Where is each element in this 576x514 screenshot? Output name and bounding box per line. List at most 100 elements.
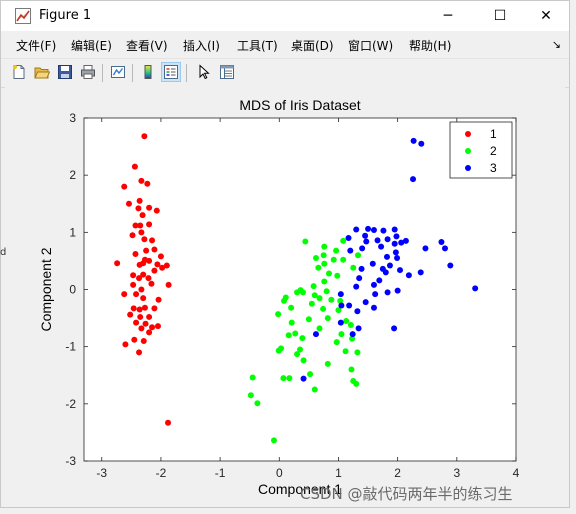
insert-colorbar-button[interactable] (138, 62, 158, 82)
data-point-class-1 (143, 247, 150, 254)
data-point-class-3 (393, 233, 400, 240)
data-point-class-1 (151, 246, 158, 253)
data-point-class-3 (410, 176, 417, 183)
y-tick-label: 2 (69, 168, 76, 182)
data-point-class-2 (311, 386, 318, 393)
y-axis-label: Component 2 (38, 247, 54, 331)
data-point-class-3 (369, 260, 376, 267)
data-point-class-2 (294, 289, 301, 296)
new-figure-icon (13, 65, 25, 79)
data-point-class-2 (288, 319, 295, 326)
data-point-class-2 (354, 349, 361, 356)
data-point-class-3 (384, 236, 391, 243)
data-point-class-1 (121, 291, 128, 298)
close-button[interactable]: ✕ (523, 1, 569, 31)
data-point-class-1 (138, 286, 145, 293)
axis-ticks: -3 -2 -1 0 1 2 3 4 -3 -2 -1 0 1 2 3 (65, 111, 519, 480)
data-points (114, 133, 479, 444)
property-inspector-button[interactable] (217, 62, 237, 82)
data-point-class-1 (144, 180, 151, 187)
data-point-class-2 (323, 288, 330, 295)
data-point-class-2 (311, 292, 318, 299)
menu-dock-arrow-icon[interactable]: ↘ (551, 38, 561, 51)
data-point-class-2 (280, 375, 287, 382)
y-tick-label: -3 (65, 454, 76, 468)
insert-legend-button[interactable] (161, 62, 181, 82)
data-point-class-1 (129, 232, 136, 239)
new-figure-button[interactable] (9, 62, 29, 82)
data-point-class-2 (300, 357, 307, 364)
data-point-class-3 (355, 325, 362, 332)
data-point-class-2 (324, 360, 331, 367)
data-point-class-2 (349, 335, 356, 342)
data-point-class-3 (365, 225, 372, 232)
figure-canvas[interactable]: MDS of Iris Dataset Component 1 Componen… (5, 87, 565, 505)
menu-window[interactable]: 窗口(W) (348, 39, 394, 53)
data-point-class-3 (441, 245, 448, 252)
data-point-class-1 (133, 291, 140, 298)
data-point-class-2 (316, 295, 323, 302)
data-point-class-1 (165, 281, 172, 288)
data-point-class-3 (337, 319, 344, 326)
data-point-class-1 (155, 296, 162, 303)
data-point-class-1 (131, 336, 138, 343)
link-plot-button[interactable] (108, 62, 128, 82)
data-point-class-1 (149, 237, 156, 244)
data-point-class-2 (321, 260, 328, 267)
data-point-class-2 (297, 346, 303, 353)
data-point-class-1 (130, 305, 137, 312)
save-button[interactable] (55, 62, 75, 82)
link-plot-icon (111, 66, 125, 78)
insert-legend-icon (164, 65, 178, 79)
data-point-class-1 (136, 349, 143, 356)
menu-desktop[interactable]: 桌面(D) (291, 39, 334, 53)
legend-label: 2 (490, 144, 497, 158)
data-point-class-3 (438, 239, 445, 246)
data-point-class-3 (356, 275, 363, 282)
data-point-class-2 (288, 304, 295, 311)
x-tick-label: 3 (453, 466, 460, 480)
title-bar[interactable]: Figure 1 ─ ☐ ✕ (1, 1, 569, 31)
data-point-class-3 (472, 285, 479, 292)
data-point-class-1 (148, 280, 155, 287)
maximize-button[interactable]: ☐ (477, 1, 523, 31)
data-point-class-2 (320, 252, 327, 259)
data-point-class-2 (275, 347, 282, 354)
menu-file[interactable]: 文件(F) (16, 39, 57, 53)
data-point-class-2 (281, 297, 288, 304)
toolbar (1, 58, 569, 88)
data-point-class-1 (127, 311, 134, 318)
data-point-class-2 (342, 348, 349, 355)
legend-box (449, 121, 513, 179)
legend[interactable]: 1 2 3 (449, 121, 513, 179)
menu-insert[interactable]: 插入(I) (183, 39, 220, 53)
data-point-class-2 (247, 392, 254, 399)
data-point-class-1 (130, 272, 137, 279)
menu-edit[interactable]: 编辑(E) (71, 39, 112, 53)
print-button[interactable] (78, 62, 98, 82)
data-point-class-3 (363, 238, 370, 245)
matlab-figure-icon (15, 8, 31, 24)
open-file-button[interactable] (32, 62, 52, 82)
chart-title: MDS of Iris Dataset (239, 97, 360, 113)
minimize-button[interactable]: ─ (425, 1, 471, 31)
data-point-class-1 (154, 261, 161, 268)
edit-plot-button[interactable] (194, 62, 214, 82)
menu-view[interactable]: 查看(V) (126, 39, 168, 53)
data-point-class-1 (159, 264, 166, 271)
data-point-class-1 (140, 260, 147, 267)
minimize-icon: ─ (443, 8, 453, 24)
data-point-class-3 (410, 137, 417, 144)
data-point-class-2 (340, 256, 347, 263)
data-point-class-3 (358, 265, 365, 272)
data-point-class-2 (254, 400, 261, 407)
data-point-class-1 (136, 275, 143, 282)
menu-help[interactable]: 帮助(H) (409, 39, 452, 53)
data-point-class-3 (347, 247, 354, 254)
data-point-class-3 (397, 267, 404, 274)
data-point-class-2 (299, 335, 306, 342)
window-title: Figure 1 (39, 8, 92, 23)
scatter-chart[interactable]: MDS of Iris Dataset Component 1 Componen… (5, 87, 565, 505)
menu-tools[interactable]: 工具(T) (237, 39, 278, 53)
data-point-class-3 (372, 291, 379, 298)
